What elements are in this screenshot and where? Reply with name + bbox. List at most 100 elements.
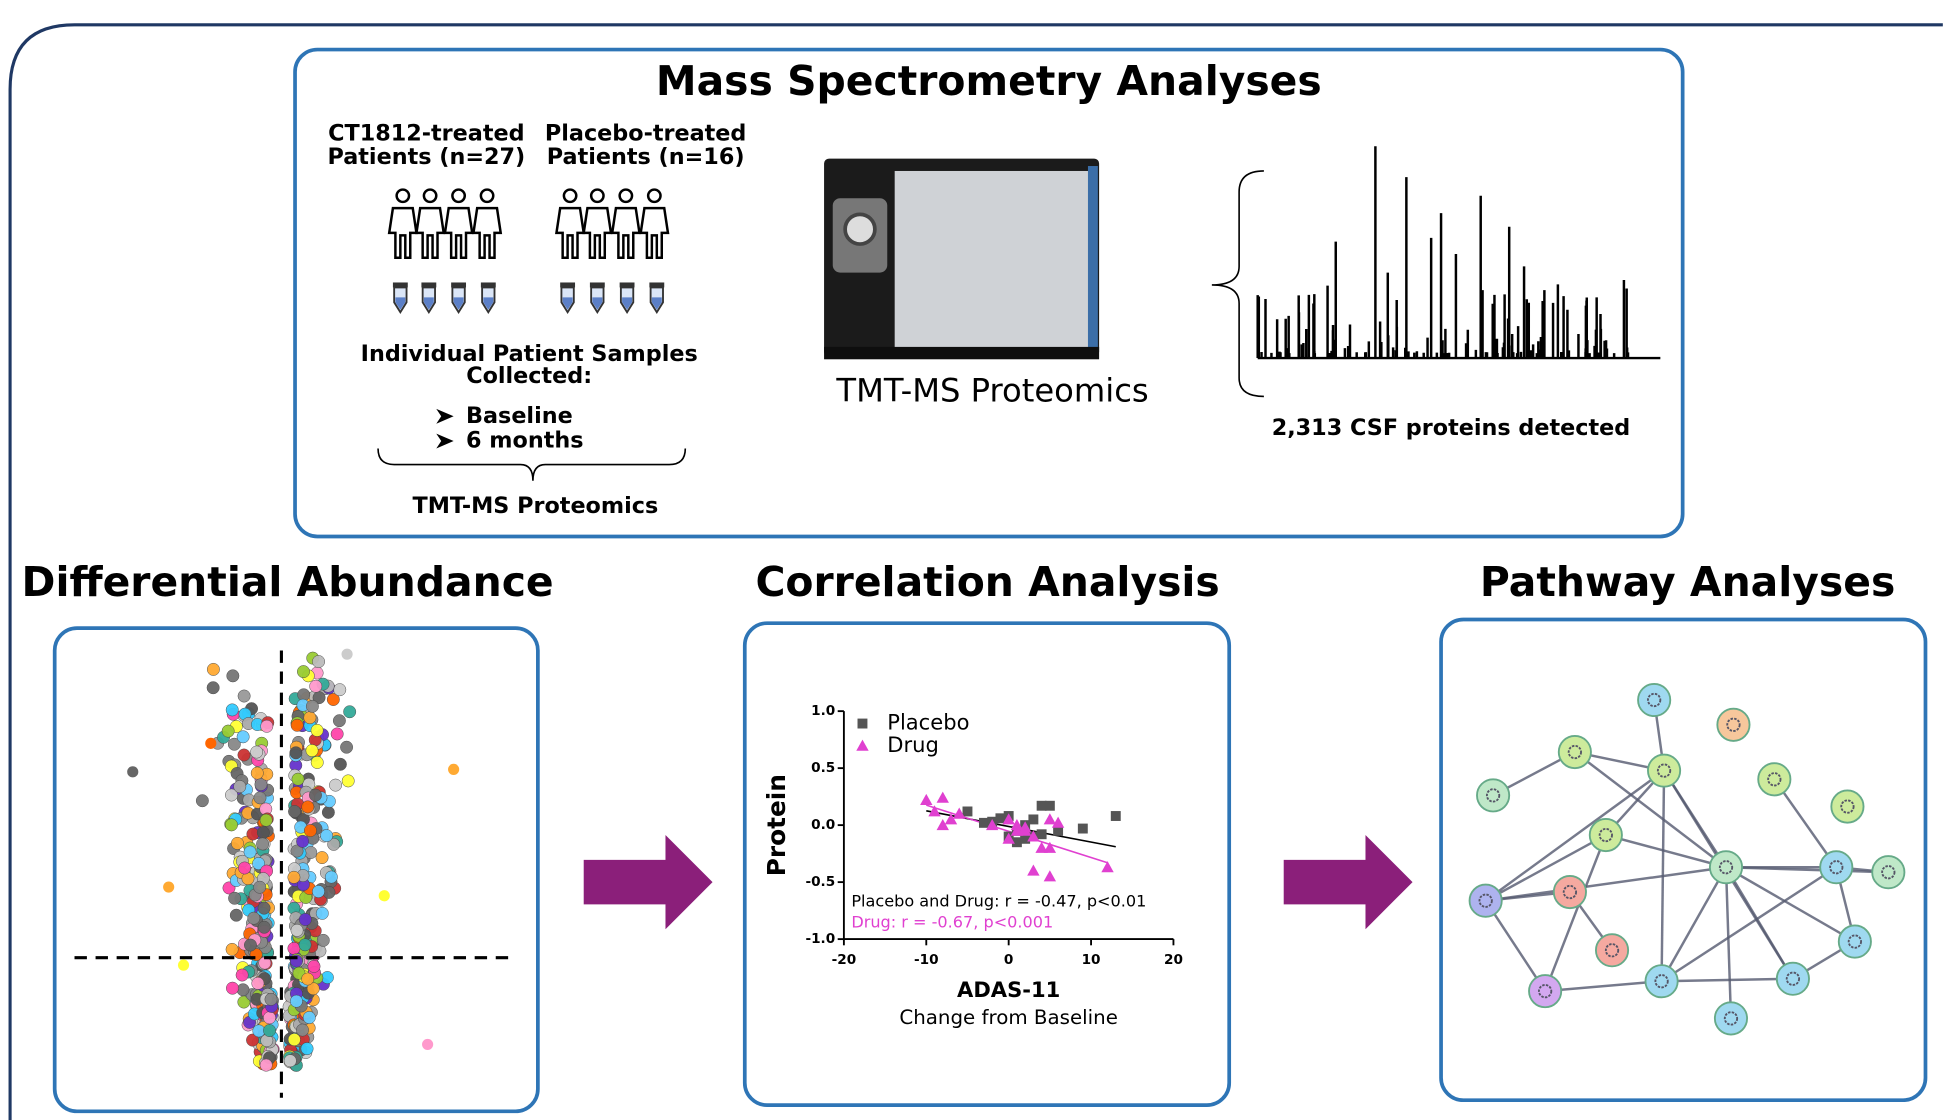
volcano-dot [288,942,300,954]
volcano-dot [226,704,238,716]
volcano-dot [305,846,317,858]
volcano-dot [340,741,352,753]
volcano-dot [238,862,250,874]
volcano-dot [311,756,323,768]
volcano-dot [333,714,345,726]
volcano-dot [254,881,266,893]
volcano-dot [178,960,189,971]
ms-title: Mass Spectrometry Analyses [656,57,1322,105]
volcano-dot [244,939,256,951]
legend-marker [858,719,868,729]
volcano-dot [290,995,302,1007]
annotation: Drug: r = -0.67, p<0.001 [851,913,1053,932]
legend-label: Placebo [887,710,969,735]
x-tick-label: -20 [832,952,857,968]
volcano-dot [329,779,341,791]
volcano-dot [379,890,390,901]
volcano-dot [312,885,324,897]
volcano-dot [422,1039,433,1050]
pathway-panel [1441,619,1925,1100]
volcano-dot [296,835,308,847]
volcano-dot [196,795,208,807]
volcano-dot [207,682,219,694]
spectrum-label: 2,313 CSF proteins detected [1272,415,1631,441]
volcano-dot [258,902,270,914]
volcano-dot [263,1012,275,1024]
volcano-dot [301,973,313,985]
volcano-dot [334,684,346,696]
volcano-dot [252,977,264,989]
y-tick-label: 0.5 [811,760,835,776]
volcano-dot [254,792,266,804]
volcano-dot [448,764,459,775]
group-label: Patients (n=27) [327,144,525,170]
volcano-dot [331,728,343,740]
timepoint: 6 months [466,428,584,454]
volcano-dot [316,907,328,919]
volcano-dot [310,680,322,692]
point [1037,829,1047,839]
volcano-dot [322,806,334,818]
y-tick-label: 1.0 [811,703,835,719]
volcano-dot [303,1011,315,1023]
volcano-dot [207,663,219,675]
x-tick-label: 10 [1082,952,1101,968]
network-node [1820,851,1852,883]
y-tick-label: 0.0 [811,817,835,833]
volcano-dot [250,746,262,758]
section-title: Correlation Analysis [755,558,1219,606]
volcano-dot [320,829,332,841]
volcano-dot [265,993,277,1005]
volcano-dot [258,921,270,933]
timepoint: Baseline [466,403,573,429]
x-axis-label: Change from Baseline [899,1006,1118,1029]
group-label: Placebo-treated [545,120,746,146]
volcano-dot [301,1042,313,1054]
volcano-dot [299,939,311,951]
network-node [1710,851,1742,883]
volcano-dot [304,824,316,836]
volcano-dot [299,913,311,925]
volcano-dot [248,912,260,924]
section-title: Differential Abundance [22,558,554,606]
volcano-dot [228,892,240,904]
volcano-dot [288,1033,300,1045]
network-node [1559,736,1591,768]
y-axis-label: Protein [762,774,791,876]
volcano-dot [311,724,323,736]
volcano-dot [236,969,248,981]
network-node [1758,763,1790,795]
volcano-dot [205,738,216,749]
network-node [1831,790,1863,822]
volcano-dot [291,719,303,731]
volcano-dot [342,649,353,660]
volcano-dot [288,871,300,883]
volcano-dot [251,767,263,779]
flow-arrow [584,835,713,929]
network-node [1638,684,1670,716]
x-axis-label: ADAS-11 [957,977,1060,1002]
volcano-dot [260,1059,272,1071]
volcano-dot [225,819,237,831]
method-label: TMT-MS Proteomics [413,493,659,519]
volcano-dot [260,814,272,826]
volcano-dot [261,720,273,732]
volcano-dot [292,773,304,785]
network-node [1477,779,1509,811]
volcano-dot [296,1024,308,1036]
point [1111,811,1121,821]
network-node [1715,1002,1747,1034]
legend-label: Drug [887,732,939,757]
volcano-dot [238,749,250,761]
volcano-dot [284,1055,296,1067]
volcano-dot [304,712,316,724]
correlation-panel [745,623,1229,1105]
point [963,806,973,816]
volcano-dot [312,655,324,667]
volcano-dot [334,758,346,770]
network-node [1872,856,1904,888]
volcano-dot [257,826,269,838]
volcano-dot [163,882,174,893]
point [1028,814,1038,824]
instrument [824,159,1099,360]
